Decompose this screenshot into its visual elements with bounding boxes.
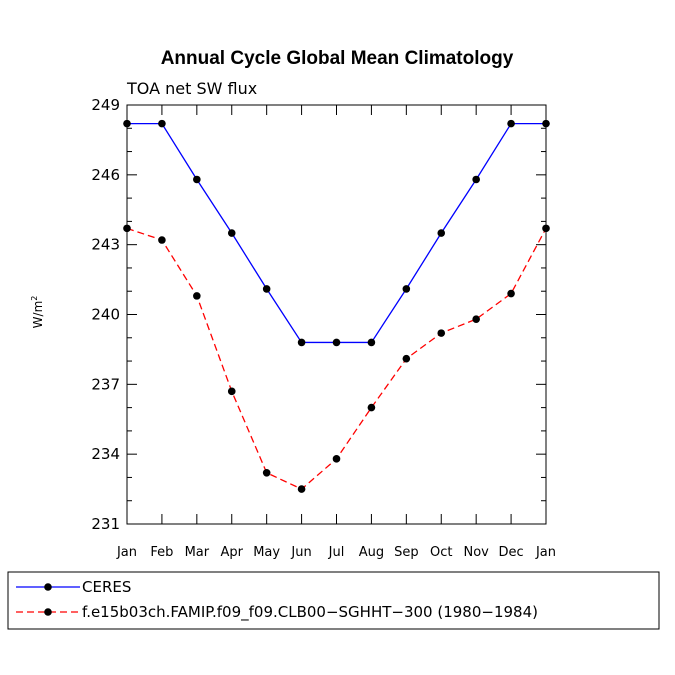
x-tick-label: Apr (221, 545, 244, 560)
data-point (437, 229, 446, 237)
x-tick-label: Sep (394, 545, 419, 560)
x-tick-label: Jan (116, 545, 137, 560)
data-point (193, 175, 201, 184)
y-tick-label: 246 (91, 166, 120, 184)
data-point (262, 285, 271, 293)
data-point (472, 315, 480, 323)
chart-subtitle: TOA net SW flux (126, 79, 257, 98)
y-tick-label: 237 (91, 375, 120, 393)
y-tick-label: 243 (91, 236, 120, 254)
x-tick-label: Jan (535, 545, 556, 560)
chart-title: Annual Cycle Global Mean Climatology (161, 48, 514, 69)
y-axis-label: W/m2 (30, 296, 45, 329)
data-point (367, 338, 376, 347)
y-axis-label-superscript: 2 (30, 296, 39, 301)
data-point (262, 468, 271, 477)
series-layer (123, 119, 550, 493)
data-point (332, 455, 341, 463)
legend-label: f.e15b03ch.FAMIP.f09_f09.CLB00−SGHHT−300… (82, 603, 538, 622)
legend-marker (44, 583, 52, 591)
axes-ticks: 231 234 237 240 243 246 249 Jan Feb Mar Apr May Jun J… (91, 96, 556, 560)
data-point (193, 292, 201, 300)
y-axis-label-text: W/m (31, 301, 45, 329)
data-point (472, 175, 480, 184)
data-point (158, 236, 166, 244)
data-point (507, 289, 515, 298)
plot-frame (126, 104, 547, 525)
x-tick-label: Mar (185, 545, 210, 560)
series-line (127, 122, 546, 344)
data-point (227, 229, 236, 237)
series-ceres (123, 119, 550, 347)
legend: CERES f.e15b03ch.FAMIP.f09_f09.CLB00−SGHH… (7, 571, 660, 630)
legend-marker (44, 608, 52, 616)
y-tick-label: 240 (91, 306, 120, 324)
data-point (158, 119, 166, 128)
x-tick-label: Aug (359, 545, 384, 560)
x-tick-label: Oct (430, 545, 452, 560)
y-tick-label: 231 (91, 515, 120, 533)
legend-box (7, 571, 660, 630)
series-line (126, 227, 547, 490)
legend-label: CERES (82, 578, 131, 596)
data-point (402, 354, 411, 363)
x-tick-label: Jul (328, 545, 345, 560)
data-point (227, 387, 236, 396)
x-tick-label: Nov (463, 545, 489, 560)
x-tick-label: May (253, 545, 280, 560)
y-tick-label: 249 (91, 96, 120, 114)
series-model (123, 224, 550, 493)
data-point (367, 403, 376, 412)
data-point (402, 285, 411, 293)
data-point (332, 338, 341, 347)
x-tick-label: Dec (499, 545, 524, 560)
data-point (507, 119, 515, 128)
data-point (297, 485, 306, 493)
y-tick-label: 234 (91, 445, 120, 463)
x-tick-label: Jun (290, 545, 311, 560)
x-tick-label: Feb (150, 545, 173, 560)
data-point (297, 338, 306, 347)
data-point (437, 329, 446, 337)
